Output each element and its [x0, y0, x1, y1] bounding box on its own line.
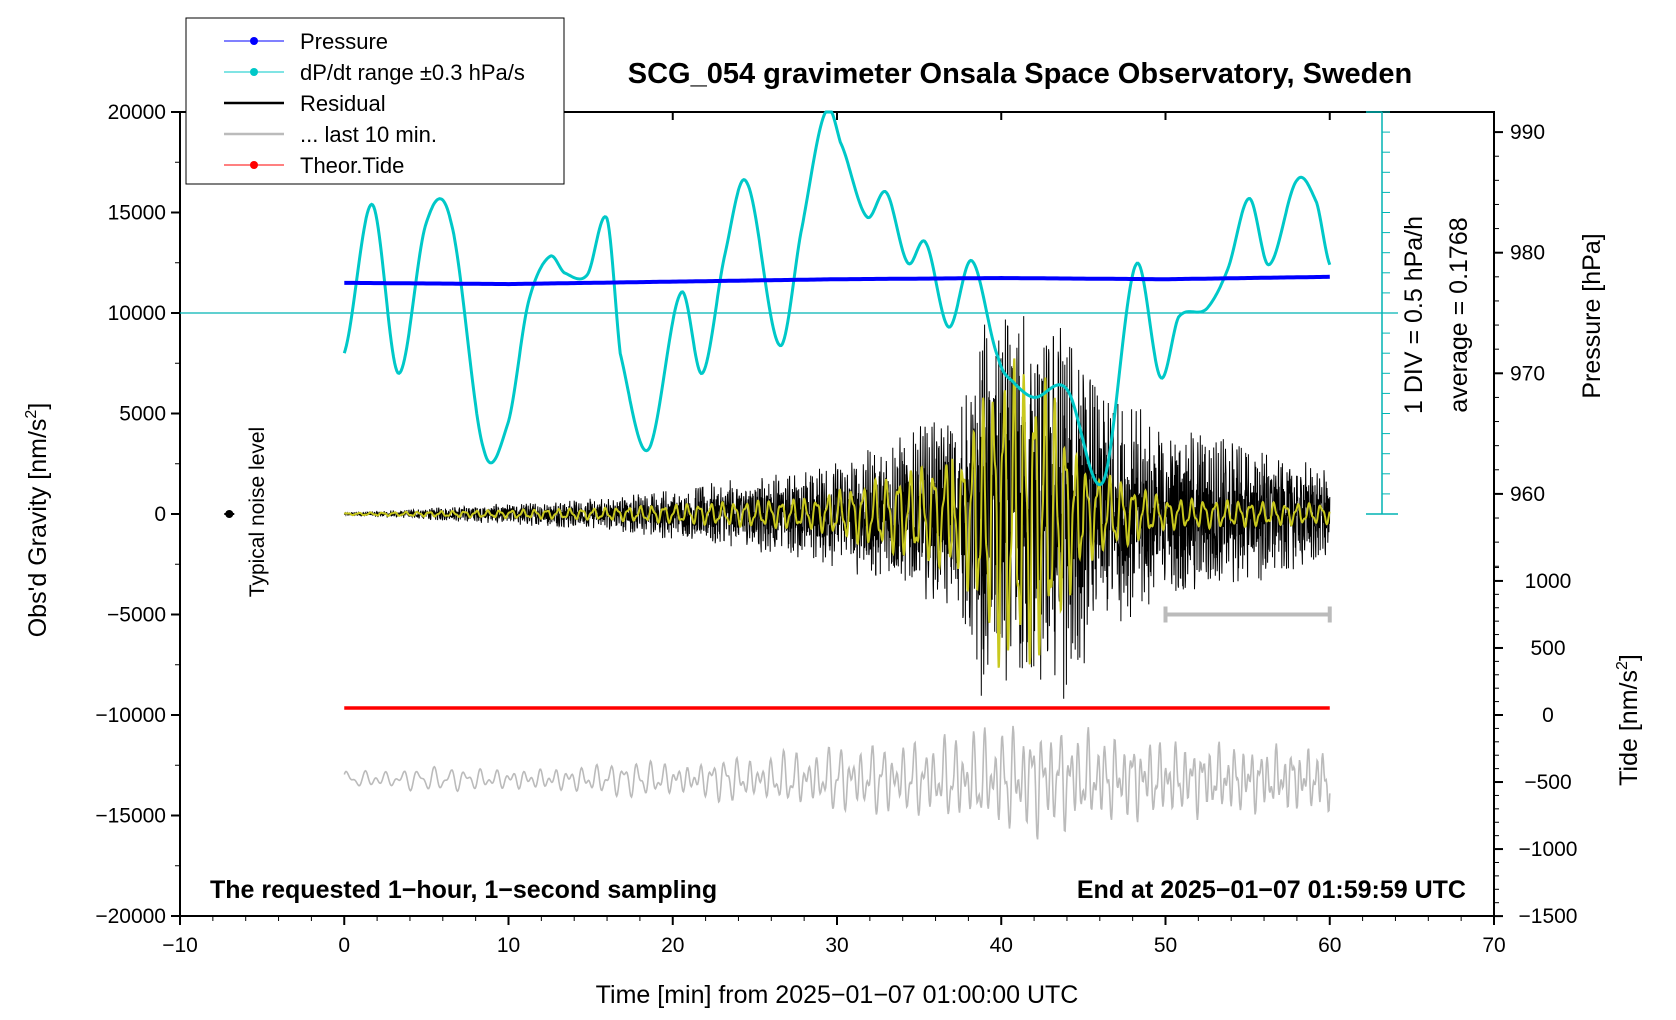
- tide-tick-label: −500: [1524, 771, 1571, 794]
- x-tick-label: 0: [338, 934, 350, 957]
- y-axis-label-left: Obs'd Gravity [nm/s2]: [23, 403, 52, 638]
- tide-tick-label: −1500: [1519, 905, 1578, 928]
- legend-label: Pressure: [300, 29, 388, 54]
- legend: Pressure dP/dt range ±0.3 hPa/s Residual..…: [185, 17, 565, 185]
- y-tick-label: −20000: [95, 905, 166, 928]
- y-tick-label: 10000: [108, 302, 166, 325]
- y-axis-label-tide-sup: 2: [1614, 661, 1631, 670]
- tide-tick-label: 0: [1542, 704, 1554, 727]
- legend-item: Residual: [224, 91, 386, 116]
- last10-line: [343, 725, 1331, 840]
- noise-marker-dot: [225, 510, 234, 518]
- y-axis-label-pressure: Pressure [hPa]: [1578, 233, 1606, 398]
- pressure-axis: 990 980 970 960: [1494, 121, 1545, 567]
- legend-label: ... last 10 min.: [300, 122, 437, 147]
- y-axis-label-left-sup: 2: [23, 410, 40, 419]
- legend-box: [185, 17, 565, 185]
- y-axis-label-tide: Tide [nm/s2]: [1614, 654, 1643, 786]
- annotation-bottom-left: The requested 1−hour, 1−second sampling: [210, 876, 717, 904]
- x-tick-label: 70: [1482, 934, 1505, 957]
- x-tick-label: 50: [1154, 934, 1177, 957]
- x-tick-label: 30: [825, 934, 848, 957]
- legend-label: Theor.Tide: [300, 153, 404, 178]
- legend-item: dP/dt range ±0.3 hPa/s: [224, 60, 525, 85]
- pressure-line: [344, 274, 1330, 287]
- tide-axis: 1000 500 0 −500 −1000 −1500: [1494, 567, 1578, 928]
- legend-label: dP/dt range ±0.3 hPa/s: [300, 60, 525, 85]
- dpdt-div-label: 1 DIV = 0.5 hPa/h: [1400, 216, 1428, 414]
- y-tick-label: 0: [154, 503, 166, 526]
- left-axis: 20000 15000 10000 5000 0 −5000 −10000 −15000 −20…: [95, 101, 180, 928]
- x-tick-label: 20: [661, 934, 684, 957]
- y-axis-label-left-tail: ]: [24, 403, 52, 410]
- x-tick-label: 40: [990, 934, 1013, 957]
- x-tick-label: 10: [497, 934, 520, 957]
- y-tick-label: −5000: [107, 604, 166, 627]
- last10-bar: [1163, 606, 1332, 623]
- y-axis-label-left-main: Obs'd Gravity [nm/s: [24, 419, 52, 638]
- legend-item: ... last 10 min.: [224, 122, 437, 147]
- annotation-bottom-right: End at 2025−01−07 01:59:59 UTC: [1077, 876, 1466, 904]
- legend-item: Pressure: [224, 29, 388, 54]
- y-axis-label-tide-tail: ]: [1615, 654, 1643, 661]
- series-dpdt: [342, 110, 1332, 487]
- y-tick-label: 20000: [108, 101, 166, 124]
- series-residual-yellow: [343, 358, 1331, 668]
- noise-label: Typical noise level: [246, 427, 269, 597]
- y-tick-label: −10000: [95, 704, 166, 727]
- series-last10: [343, 725, 1331, 840]
- legend-marker: [250, 68, 258, 76]
- x-axis-label: Time [min] from 2025−01−07 01:00:00 UTC: [596, 981, 1079, 1009]
- dpdt-line: [342, 110, 1332, 487]
- legend-marker: [250, 37, 258, 45]
- legend-label: Residual: [300, 91, 386, 116]
- noise-marker: [224, 510, 235, 518]
- legend-marker: [250, 161, 258, 169]
- tide-tick-label: −1000: [1519, 838, 1578, 861]
- x-tick-label: −10: [162, 934, 198, 957]
- y-tick-label: −15000: [95, 805, 166, 828]
- x-tick-label: 60: [1318, 934, 1341, 957]
- tide-tick-label: 1000: [1525, 570, 1572, 593]
- pressure-tick-label: 990: [1510, 121, 1545, 144]
- y-tick-label: 15000: [108, 202, 166, 225]
- y-axis-label-tide-main: Tide [nm/s: [1615, 670, 1643, 786]
- chart-title: SCG_054 gravimeter Onsala Space Observat…: [628, 58, 1412, 90]
- pressure-tick-label: 980: [1510, 242, 1545, 265]
- residual-yellow-line: [343, 358, 1331, 668]
- tide-tick-label: 500: [1530, 637, 1565, 660]
- bottom-axis: −10 0 10 20 30 40 50 60 70: [162, 112, 1506, 957]
- pressure-tick-label: 960: [1510, 483, 1545, 506]
- pressure-tick-label: 970: [1510, 362, 1545, 385]
- y-tick-label: 5000: [119, 403, 166, 426]
- legend-item: Theor.Tide: [224, 153, 404, 178]
- dpdt-avg-label: average = 0.1768: [1445, 217, 1473, 412]
- series-pressure: [344, 274, 1330, 287]
